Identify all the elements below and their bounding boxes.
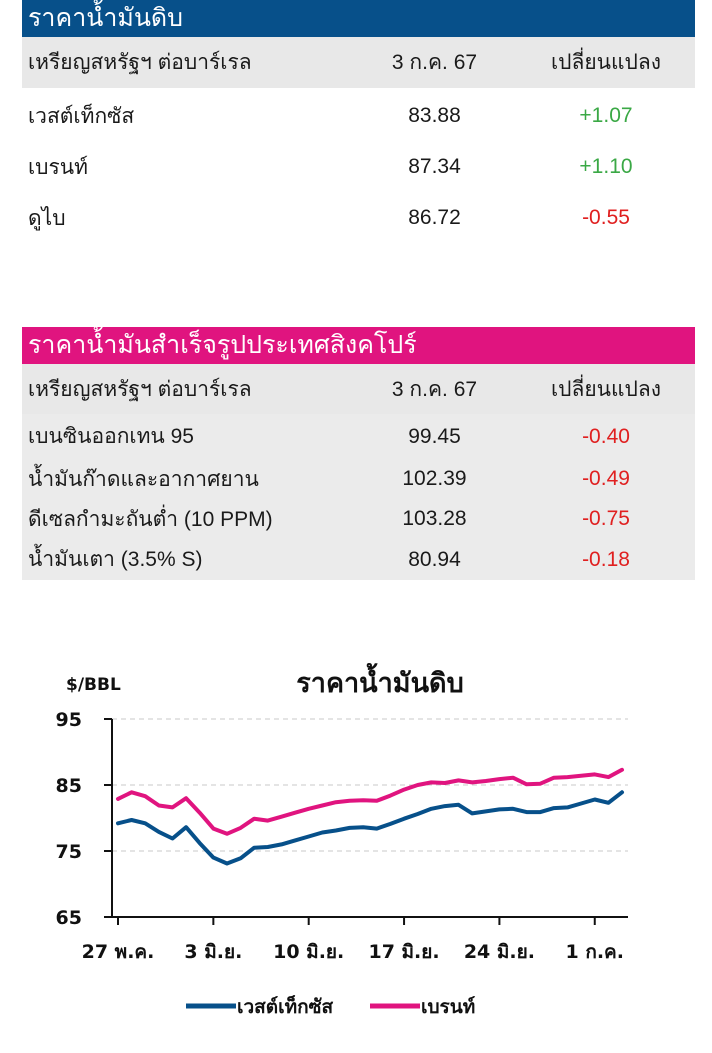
price-value: 99.45 <box>408 424 461 448</box>
price-value: 80.94 <box>408 547 461 571</box>
x-tick-label: 17 มิ.ย. <box>368 941 439 963</box>
change-value: -0.75 <box>582 507 630 530</box>
product-name: น้ำมันก๊าดและอากาศยาน <box>28 467 259 491</box>
price-value: 87.34 <box>408 155 461 178</box>
table-row: เบนซินออกเทน 95 99.45 -0.40 <box>22 414 695 459</box>
product-name: เบรนท์ <box>28 155 88 179</box>
series-line <box>116 790 624 866</box>
price-value: 103.28 <box>402 507 467 530</box>
crude-price-chart: $/BBL ราคาน้ำมันดิบ 65 75 85 95 27 พ.ค. 3 มิ.… <box>0 640 712 1053</box>
legend-label: เวสต์เท็กซัส <box>237 994 334 1018</box>
x-tick-label: 24 มิ.ย. <box>464 941 535 963</box>
product-name: ดูไบ <box>28 206 66 230</box>
singapore-table-header: เหรียญสหรัฐฯ ต่อบาร์เรล 3 ก.ค. 67 เปลี่ย… <box>22 364 695 414</box>
change-value: -0.40 <box>582 424 630 448</box>
product-name: เวสต์เท็กซัส <box>28 104 135 128</box>
y-tick-label: 75 <box>56 841 82 863</box>
change-column-header: เปลี่ยนแปลง <box>550 377 662 401</box>
legend-label: เบรนท์ <box>421 996 475 1018</box>
series-lines <box>116 767 624 866</box>
table-row: ดูไบ 86.72 -0.55 <box>22 190 695 246</box>
crude-price-table: ราคาน้ำมันดิบ เหรียญสหรัฐฯ ต่อบาร์เรล 3 … <box>22 0 695 246</box>
crude-table-header: เหรียญสหรัฐฯ ต่อบาร์เรล 3 ก.ค. 67 เปลี่ย… <box>22 37 695 88</box>
y-tick-label: 85 <box>56 775 82 797</box>
unit-column-header: เหรียญสหรัฐฯ ต่อบาร์เรล <box>28 51 252 74</box>
change-value: -0.49 <box>582 467 630 490</box>
x-tick-label: 27 พ.ค. <box>82 941 155 963</box>
table-row: ดีเซลกำมะถันต่ำ (10 PPM) 103.28 -0.75 <box>22 499 695 539</box>
product-name: น้ำมันเตา (3.5% S) <box>28 548 203 571</box>
y-tick-label: 65 <box>56 907 82 929</box>
y-tick-label: 95 <box>56 709 82 731</box>
product-name: เบนซินออกเทน 95 <box>28 425 194 448</box>
legend: เวสต์เท็กซัส เบรนท์ <box>186 994 475 1018</box>
price-value: 102.39 <box>402 467 467 490</box>
date-column-header: 3 ก.ค. 67 <box>391 377 478 401</box>
table-row: เบรนท์ 87.34 +1.10 <box>22 144 695 190</box>
change-value: -0.55 <box>582 206 630 229</box>
unit-column-header: เหรียญสหรัฐฯ ต่อบาร์เรล <box>28 377 252 401</box>
singapore-table-title: ราคาน้ำมันสำเร็จรูปประเทศสิงคโปร์ <box>22 327 695 364</box>
change-column-header: เปลี่ยนแปลง <box>550 51 662 74</box>
series-line <box>116 767 624 836</box>
change-value: -0.18 <box>582 547 630 571</box>
price-value: 83.88 <box>408 104 461 127</box>
x-tick-label: 1 ก.ค. <box>566 941 624 963</box>
product-name: ดีเซลกำมะถันต่ำ (10 PPM) <box>28 507 273 531</box>
change-value: +1.10 <box>579 155 633 178</box>
date-column-header: 3 ก.ค. 67 <box>391 51 478 74</box>
table-row: เวสต์เท็กซัส 83.88 +1.07 <box>22 88 695 144</box>
singapore-price-table: ราคาน้ำมันสำเร็จรูปประเทศสิงคโปร์ เหรียญ… <box>22 327 695 580</box>
grid-lines <box>112 718 628 852</box>
chart-title: ราคาน้ำมันดิบ <box>296 662 463 699</box>
crude-table-title: ราคาน้ำมันดิบ <box>22 0 695 37</box>
axes: 65 75 85 95 27 พ.ค. 3 มิ.ย. 10 มิ.ย. 17 มิ.ย. 24… <box>56 709 628 963</box>
x-tick-label: 10 มิ.ย. <box>273 941 344 963</box>
price-value: 86.72 <box>408 206 461 229</box>
table-row: น้ำมันเตา (3.5% S) 80.94 -0.18 <box>22 539 695 580</box>
x-tick-label: 3 มิ.ย. <box>184 941 242 963</box>
chart-canvas: $/BBL ราคาน้ำมันดิบ 65 75 85 95 27 พ.ค. 3 มิ.… <box>56 662 628 1018</box>
table-row: น้ำมันก๊าดและอากาศยาน 102.39 -0.49 <box>22 459 695 499</box>
change-value: +1.07 <box>579 104 633 127</box>
y-axis-unit: $/BBL <box>66 675 121 695</box>
